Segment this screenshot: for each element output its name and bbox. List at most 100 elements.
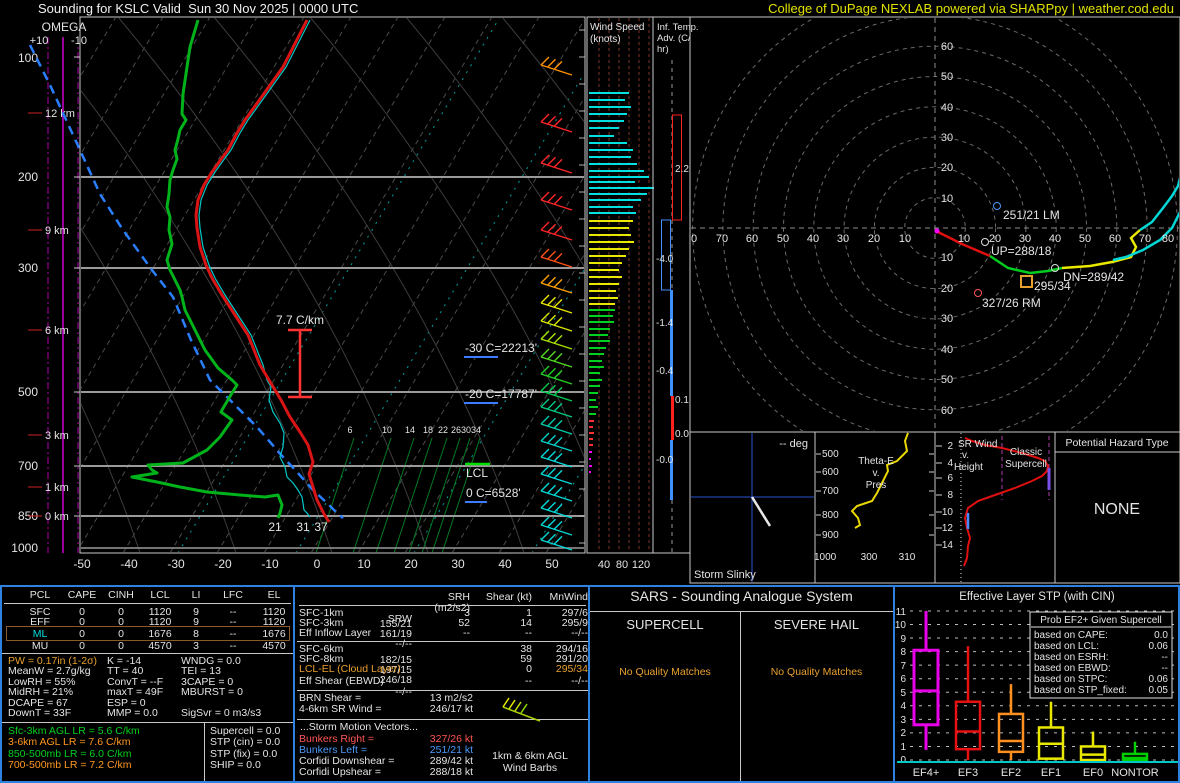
label: Corfidi Downshear = — [299, 755, 395, 767]
temp-tick: 50 — [545, 557, 559, 571]
temp-tick: 0 — [314, 557, 321, 571]
site-credit: College of DuPage NEXLAB powered via SHA… — [768, 1, 1174, 16]
minus20c-level-label: -20 C=17787' — [465, 387, 537, 401]
thermo-item: DCAPE = 67 — [8, 696, 68, 709]
label: 4-6km SR Wind = — [299, 703, 382, 715]
classic-supercell-label2: Supercell — [1005, 459, 1047, 470]
ring-label: 10 — [899, 233, 911, 245]
ytick: 2 — [900, 728, 906, 739]
sars-hail-status: No Quality Matches — [770, 666, 863, 678]
label: Bunkers Left = — [299, 744, 367, 756]
thermo-item: MidRH = 21% — [8, 686, 74, 699]
cell: -- — [525, 675, 532, 687]
legend-label: based on LCL: — [1034, 641, 1099, 652]
isotherm-highlight — [178, 18, 500, 552]
wind-barb — [540, 398, 573, 418]
wind-barb — [540, 365, 573, 385]
cell: 0 — [118, 606, 124, 618]
parcel-row-mu: MU 0 0 4570 3 -- 4570 — [4, 641, 303, 652]
sr-wind-curve — [963, 437, 1050, 567]
cell: 0 — [79, 628, 85, 640]
col-header: EL — [267, 589, 281, 601]
ring-label: 80 — [1162, 233, 1174, 245]
legend-value: 0.06 — [1149, 674, 1169, 685]
index-item: STP (cin) = 0.0 — [210, 736, 281, 749]
thermo-divider — [204, 723, 205, 781]
col-header: SRH (m2/s2) — [434, 591, 470, 614]
thermo-item: TEI = 13 — [181, 665, 221, 678]
thermo-item: 3CAPE = 0 — [181, 675, 234, 688]
kinematics-row: LCL-EL (Cloud Layer) 0 295/34 246/18 — [299, 664, 588, 686]
ml-row-highlight — [6, 626, 290, 641]
slinky-deg-value: -- deg — [779, 438, 808, 450]
cell: --/-- — [571, 627, 588, 639]
legend-label: based on STPC: — [1034, 674, 1107, 685]
theta-e-title2: v. — [872, 468, 879, 479]
wind-axis-40: 40 — [598, 559, 610, 571]
sars-title-rule — [590, 611, 893, 612]
theta-e-ylabel: 500 — [822, 449, 839, 460]
stp-box-EF1 — [1037, 701, 1065, 760]
stp-category-labels: EF4+ EF3 EF2 EF1 EF0 NONTOR — [913, 767, 1159, 779]
bunkers-left-row: Bunkers Left = 251/21 kt — [299, 745, 473, 756]
wind-barb — [540, 516, 573, 536]
ring-label: 70 — [716, 233, 728, 245]
wind-barb — [540, 348, 573, 368]
value: 13 m2/s2 — [429, 692, 473, 704]
temp-tick: -20 — [214, 557, 232, 571]
cell: --/-- — [395, 638, 412, 650]
theta-e-ylabel: 900 — [822, 530, 839, 541]
upper-charts: 6 10 14 18 22 26 30 34 OMEGA +10 -10 100 200 3 — [11, 16, 1180, 584]
parcel-table-header: PCL CAPE CINH LCL LI LFC EL — [4, 590, 303, 601]
legend-value: 0.05 — [1149, 685, 1169, 696]
theta-e-curve — [850, 432, 909, 529]
pressure-label: 200 — [18, 170, 38, 184]
ring-label: 60 — [941, 405, 953, 417]
lapse-item: 850-500mb LR = 6.0 C/km — [8, 747, 132, 760]
mixing-ratio-line — [421, 437, 461, 552]
cell: 295/9 — [561, 617, 588, 629]
advection-value: 0.1 — [675, 395, 689, 406]
cell: -- — [463, 627, 470, 639]
ytick: 8 — [900, 647, 906, 658]
wind-barb — [540, 465, 573, 485]
sample-wind-barb — [502, 697, 541, 722]
corfidi-down-marker — [1051, 264, 1059, 272]
ring-label: 0 — [691, 233, 697, 245]
cell: 0 — [118, 628, 124, 640]
legend-box — [1029, 611, 1173, 699]
advection-value: 0.0 — [675, 429, 689, 440]
ring-label: 40 — [1049, 233, 1061, 245]
wetbulb-trace — [198, 19, 311, 518]
col-header: LI — [191, 589, 201, 601]
legend-label: based on CAPE: — [1034, 630, 1108, 641]
col-header: MnWind — [549, 591, 588, 603]
value: 327/26 kt — [429, 733, 473, 745]
legend-value: -- — [1161, 652, 1168, 663]
mixing-ratio-line — [352, 437, 392, 552]
cell: 1120 — [262, 616, 286, 628]
stp-box-EF4+ — [912, 610, 940, 750]
cell: SFC — [29, 606, 51, 618]
dry-adiabat — [118, 18, 429, 552]
cell: 291/20 — [555, 653, 588, 665]
cell: 297/6 — [561, 607, 588, 619]
cell: 8 — [193, 628, 199, 640]
cell: 14 — [520, 617, 532, 629]
cell: 182/15 — [379, 654, 412, 666]
surface-temp-value: 37 — [314, 520, 328, 534]
ring-label: 10 — [941, 252, 953, 264]
wind-barb — [540, 113, 573, 133]
cell: -- — [229, 616, 237, 628]
cell: 3 — [193, 640, 199, 652]
hodograph-panel: 10 20 30 40 50 60 10 20 30 40 50 60 70 6… — [689, 16, 1180, 433]
advection-value: -1.4 — [656, 318, 674, 329]
thermo-item: maxT = 49F — [107, 686, 164, 699]
ytick: 9 — [900, 634, 906, 645]
wind-barb — [540, 432, 573, 452]
stp-box-EF0 — [1079, 731, 1107, 762]
cell: 294/16 — [555, 643, 588, 655]
temp-tick: 10 — [357, 557, 371, 571]
mixing-ratio-line — [431, 437, 471, 552]
col-header: CINH — [108, 589, 134, 601]
